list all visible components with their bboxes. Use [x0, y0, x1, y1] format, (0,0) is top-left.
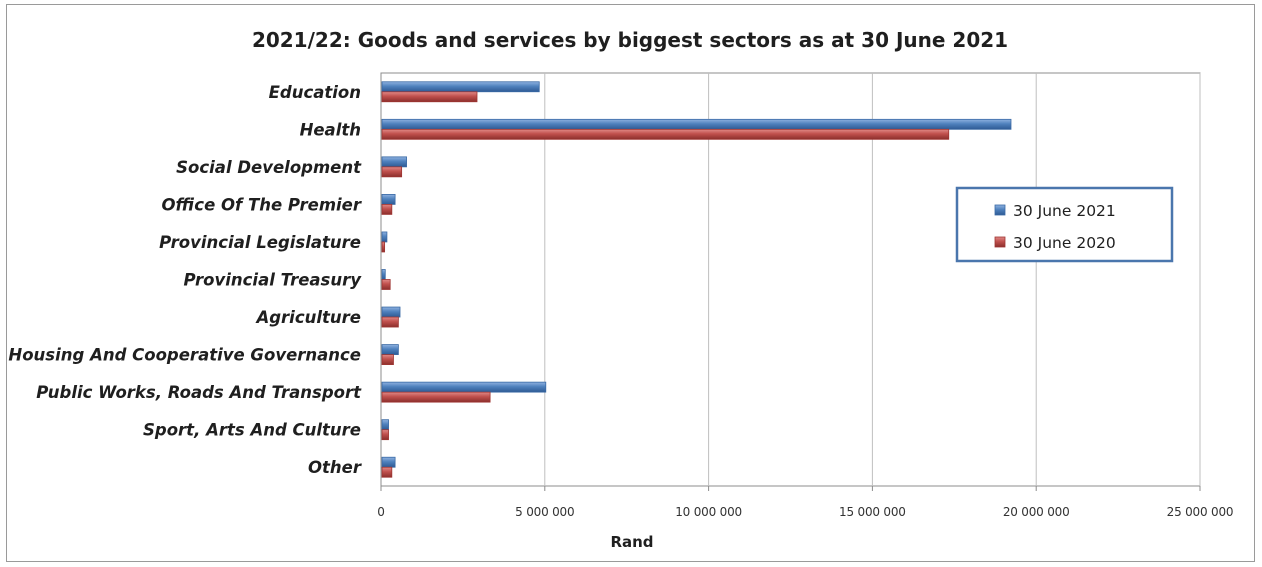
chart-title: 2021/22: Goods and services by biggest s…: [252, 28, 1008, 52]
category-label: Health: [300, 120, 361, 139]
legend-swatch: [994, 204, 1006, 216]
bar-series-2020: [381, 354, 394, 365]
category-label: Education: [269, 83, 361, 102]
bar-series-2020: [381, 91, 478, 103]
category-label: Office Of The Premier: [162, 195, 362, 214]
category-label: Provincial Legislature: [159, 233, 361, 252]
legend: 30 June 2021 30 June 2020: [955, 186, 1174, 263]
bar-series-2021: [381, 344, 399, 355]
category-label: Agriculture: [254, 308, 361, 327]
x-tick-label: 10 000 000: [675, 505, 742, 519]
bar-series-2020: [381, 316, 399, 328]
bar-series-2021: [381, 118, 1012, 130]
category-label: Other: [308, 458, 362, 477]
bar-series-2020: [381, 429, 389, 441]
category-label: Sport, Arts And Culture: [143, 421, 361, 440]
x-tick-label: 0: [377, 505, 384, 519]
bar-series-2020: [381, 241, 386, 253]
bar-series-2021: [381, 381, 547, 393]
grid-layer: [380, 72, 1201, 491]
bar-series-2021: [381, 194, 396, 205]
bar-series-2021: [381, 81, 540, 93]
bar-series-2020: [381, 128, 950, 140]
bar-series-2020: [381, 279, 391, 290]
bar-series-2020: [381, 166, 403, 178]
x-axis-title: Rand: [610, 533, 653, 551]
category-label: Public Works, Roads And Transport: [36, 383, 362, 402]
x-tick-label: 5 000 000: [515, 505, 574, 519]
legend-swatch: [994, 236, 1006, 248]
category-label: Social Development: [176, 158, 362, 177]
legend-label: 30 June 2020: [1013, 234, 1116, 252]
category-label: Provincial Treasury: [183, 271, 362, 290]
bar-series-2021: [381, 456, 396, 468]
x-tick-label: 25 000 000: [1167, 505, 1234, 519]
legend-items: 30 June 2021 30 June 2020: [994, 202, 1116, 252]
bar-series-2020: [381, 204, 393, 215]
bar-series-2021: [381, 419, 389, 431]
legend-box: [955, 186, 1174, 263]
labels-layer: 0 5 000 000 10 000 000 15 000 000 20 000 000…: [8, 83, 1233, 519]
bar-series-2021: [381, 306, 401, 318]
bar-series-2021: [381, 231, 388, 243]
bars-layer: [381, 81, 1012, 478]
bar-series-2021: [381, 269, 386, 280]
bar-series-2020: [381, 466, 393, 478]
category-label: Housing And Cooperative Governance: [8, 346, 361, 365]
bar-series-2021: [381, 156, 407, 168]
x-tick-label: 20 000 000: [1003, 505, 1070, 519]
chart-frame: 0 5 000 000 10 000 000 15 000 000 20 000 000…: [6, 4, 1255, 562]
bar-series-2020: [381, 391, 491, 403]
x-tick-label: 15 000 000: [839, 505, 906, 519]
legend-label: 30 June 2021: [1013, 202, 1116, 220]
bar-chart: 0 5 000 000 10 000 000 15 000 000 20 000 000…: [8, 28, 1233, 551]
